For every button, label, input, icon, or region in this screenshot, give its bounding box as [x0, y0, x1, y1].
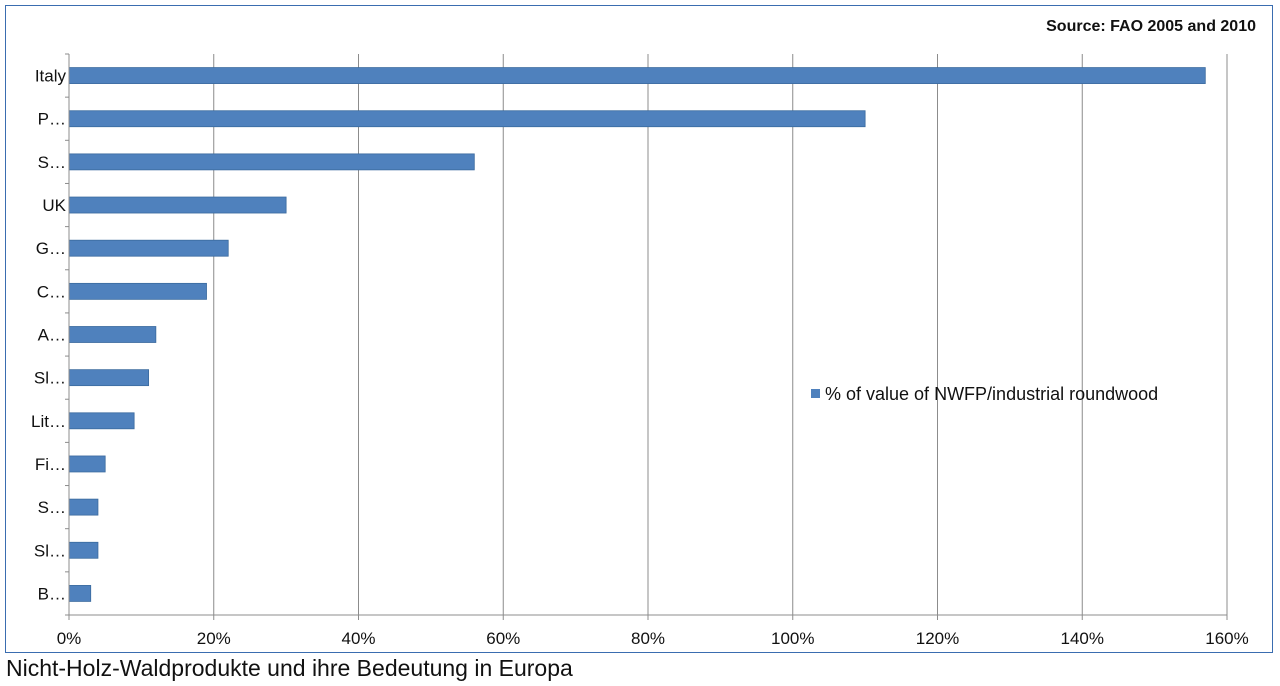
category-label: A…: [38, 326, 66, 345]
x-tick-label: 100%: [771, 629, 814, 648]
bar: [68, 153, 475, 171]
x-tick-label: 0%: [57, 629, 82, 648]
bar: [68, 326, 157, 343]
legend-swatch: [811, 389, 820, 398]
bar: [68, 67, 1206, 84]
x-tick-label: 80%: [631, 629, 665, 648]
bar: [68, 585, 92, 602]
source-note: Source: FAO 2005 and 2010: [1046, 18, 1256, 35]
category-label: S…: [38, 153, 66, 172]
bar: [68, 498, 99, 516]
bar: [68, 455, 106, 473]
x-tick-label: 120%: [916, 629, 959, 648]
bar: [68, 110, 866, 128]
category-label: Fi…: [35, 455, 66, 474]
x-tick-label: 60%: [486, 629, 520, 648]
x-tick-label: 40%: [341, 629, 375, 648]
category-label: Italy: [35, 67, 67, 86]
y-axis-labels: Italy P… S… UK G… C… A… Sl… Lit… Fi… S… Sl… B…: [31, 67, 67, 604]
category-label: UK: [42, 196, 66, 215]
category-label: C…: [37, 282, 66, 301]
category-label: Lit…: [31, 412, 66, 431]
category-label: S…: [38, 498, 66, 517]
category-label: Sl…: [34, 541, 66, 560]
x-tick-label: 160%: [1205, 629, 1248, 648]
x-tick-label: 140%: [1061, 629, 1104, 648]
bar: [68, 412, 135, 430]
caption: Nicht-Holz-Waldprodukte und ihre Bedeutu…: [6, 655, 573, 681]
bar: [68, 196, 287, 214]
category-label: B…: [38, 584, 66, 603]
category-label: G…: [36, 239, 66, 258]
gridlines: [68, 54, 1228, 620]
bar: [68, 239, 229, 257]
bar: [68, 282, 207, 300]
bar: [68, 541, 99, 559]
category-label: P…: [38, 110, 66, 129]
axes: [65, 53, 1227, 616]
category-label: Sl…: [34, 369, 66, 388]
bars: [68, 67, 1206, 602]
legend-label: % of value of NWFP/industrial roundwood: [825, 384, 1158, 404]
bar: [68, 369, 150, 387]
legend: % of value of NWFP/industrial roundwood: [811, 384, 1158, 404]
x-tick-label: 20%: [197, 629, 231, 648]
x-axis-labels: 0% 20% 40% 60% 80% 100% 120% 140% 160%: [57, 629, 1249, 648]
